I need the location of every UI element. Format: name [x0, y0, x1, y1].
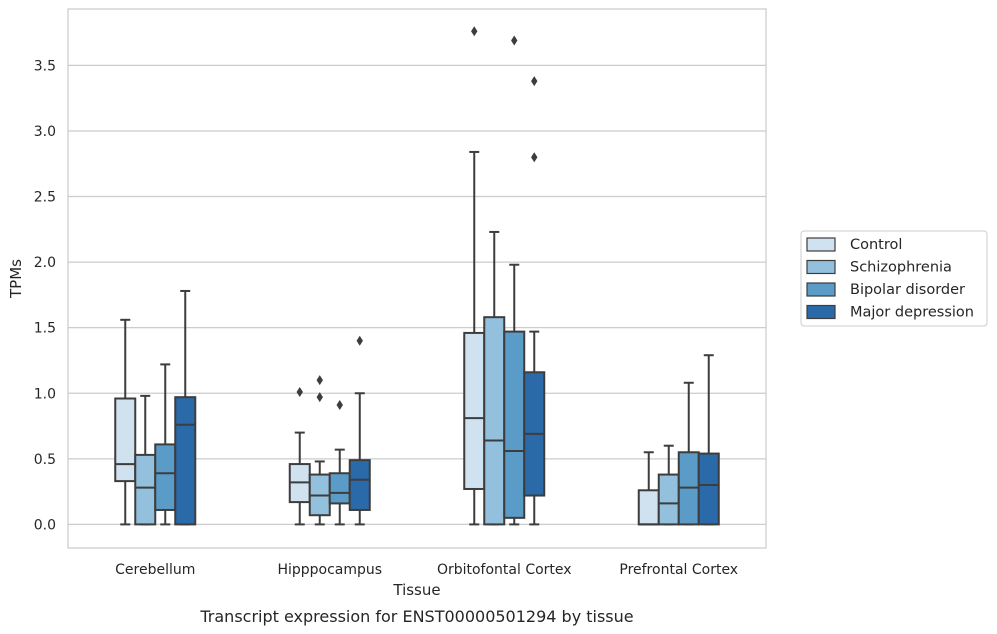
legend-swatch: [806, 259, 836, 275]
box-control: [114, 318, 137, 526]
box-major-depression: [523, 76, 546, 526]
plot-boxes: [114, 26, 720, 526]
plot-frame: [67, 8, 767, 549]
outlier-point: [471, 26, 478, 37]
box-body: [697, 452, 720, 526]
box-schizophrenia: [657, 444, 680, 526]
y-tick-label: 2.0: [34, 255, 56, 271]
y-tick-label: 3.0: [34, 124, 56, 140]
y-tick-label: 0.5: [34, 452, 56, 468]
box-body: [154, 443, 177, 511]
box-major-depression: [348, 335, 371, 526]
x-tick-label: Hipppocampus: [277, 562, 382, 578]
box-body: [328, 472, 351, 505]
outlier-point: [356, 335, 363, 346]
box-schizophrenia: [308, 375, 331, 526]
legend-label: Control: [850, 237, 902, 253]
box-bipolar-disorder: [503, 35, 526, 526]
box-body: [134, 453, 157, 526]
legend-swatch: [806, 237, 836, 252]
legend-label: Schizophrenia: [850, 260, 952, 276]
box-body: [503, 330, 526, 519]
outlier-point: [316, 392, 323, 403]
box-schizophrenia: [483, 230, 506, 526]
y-axis-label: TPMs: [7, 259, 25, 299]
box-bipolar-disorder: [154, 363, 177, 526]
x-tick-label: Orbitofontal Cortex: [437, 562, 572, 578]
box-control: [288, 386, 311, 526]
legend-swatch: [806, 282, 836, 297]
box-control: [463, 26, 486, 526]
x-axis-label: Tissue: [392, 581, 440, 599]
x-tick-labels: Cerebellum Hipppocampus Orbitofontal Corte…: [115, 562, 738, 578]
box-body: [114, 397, 137, 483]
box-body: [483, 316, 506, 526]
box-control: [637, 451, 660, 526]
outlier-point: [296, 386, 303, 397]
outlier-point: [336, 400, 343, 411]
box-body: [174, 396, 197, 526]
legend-label: Bipolar disorder: [850, 282, 965, 298]
chart-caption: Transcript expression for ENST0000050129…: [199, 607, 633, 626]
box-body: [637, 489, 660, 526]
y-tick-label: 1.5: [34, 321, 56, 337]
outlier-point: [511, 35, 518, 46]
box-body: [657, 473, 680, 526]
outlier-point: [316, 375, 323, 386]
legend: Control Schizophrenia Bipolar disorder Majo…: [800, 230, 988, 327]
y-tick-label: 2.5: [34, 190, 56, 206]
box-bipolar-disorder: [677, 381, 700, 526]
y-tick-label: 3.5: [34, 58, 56, 74]
legend-frame: [800, 230, 988, 327]
box-body: [348, 459, 371, 511]
y-tick-label: 1.0: [34, 386, 56, 402]
x-tick-label: Cerebellum: [115, 562, 195, 578]
box-schizophrenia: [134, 394, 157, 526]
box-body: [463, 331, 486, 490]
x-tick-label: Prefrontal Cortex: [619, 562, 738, 578]
y-tick-label: 0.0: [34, 517, 56, 533]
box-bipolar-disorder: [328, 400, 351, 526]
y-tick-labels: 0.0 0.5 1.0 1.5 2.0 2.5 3.0 3.5: [34, 58, 56, 533]
box-major-depression: [697, 354, 720, 526]
legend-swatch: [806, 304, 836, 320]
box-major-depression: [174, 289, 197, 526]
outlier-point: [531, 76, 538, 87]
legend-label: Major depression: [850, 305, 974, 321]
outlier-point: [531, 152, 538, 163]
